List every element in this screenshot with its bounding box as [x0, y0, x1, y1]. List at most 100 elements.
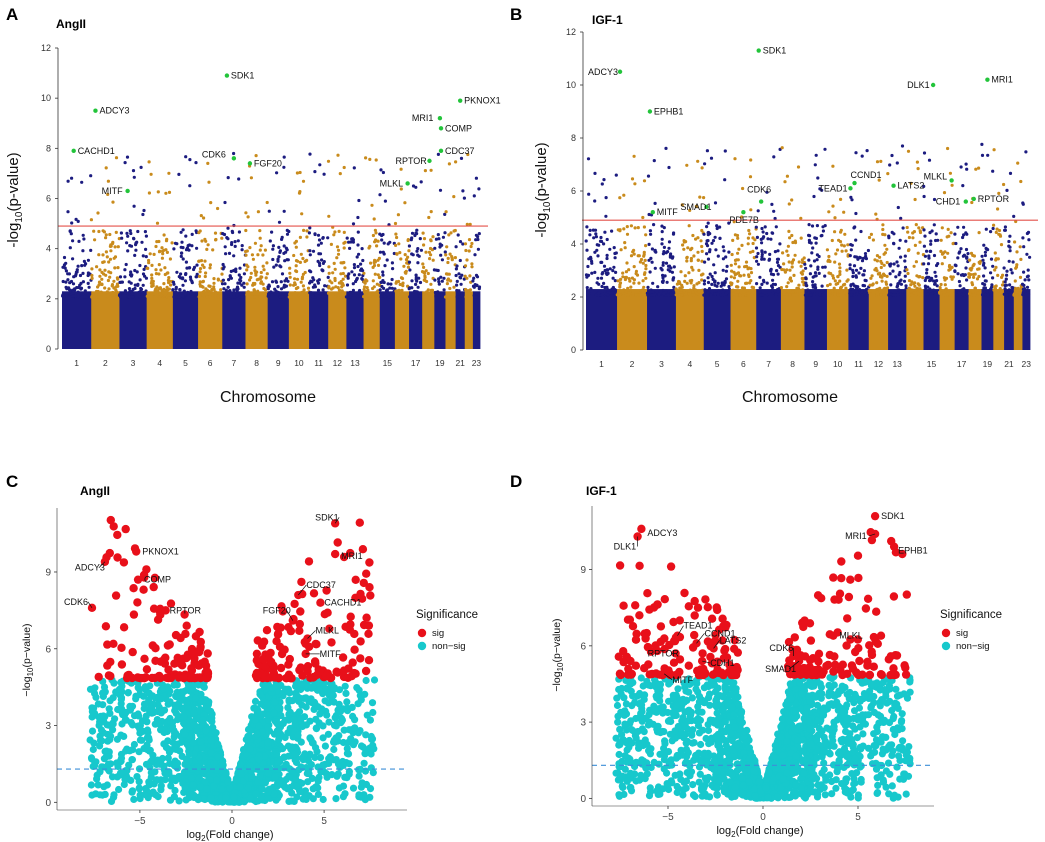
snp-point-chr12 [881, 223, 885, 227]
snp-point-chr2 [108, 244, 112, 248]
snp-point-chr7 [229, 294, 233, 298]
snp-point-chr6 [751, 290, 755, 294]
snp-point-chr13 [352, 273, 357, 277]
non-sig-point [297, 714, 305, 723]
snp-point-chr21 [1008, 283, 1012, 287]
snp-point-chr5 [187, 248, 191, 252]
snp-point-chr1 [86, 273, 90, 278]
snp-point-chr4 [159, 268, 163, 272]
snp-point-chr10 [293, 282, 297, 287]
snp-point-chr20 [447, 233, 451, 237]
snp-point-chr6 [203, 274, 207, 279]
snp-point-chr23 [1022, 270, 1026, 274]
snp-point-chr2 [116, 245, 120, 249]
snp-point-chr6 [208, 263, 212, 267]
snp-point-chr5 [702, 293, 706, 297]
non-sig-point [132, 695, 140, 703]
snp-outlier-chr3 [132, 204, 136, 208]
snp-outlier-chr3 [131, 169, 136, 173]
snp-point-chr3 [667, 264, 672, 268]
snp-point-chr7 [774, 292, 778, 297]
snp-point-chr18 [427, 292, 431, 296]
y-tick-label: 6 [571, 186, 576, 196]
snp-point-chr19 [441, 295, 445, 299]
snp-point-chr12 [336, 286, 340, 290]
snp-outlier-chr9 [282, 209, 286, 213]
snp-point-chr1 [594, 232, 598, 236]
snp-point-chr10 [301, 284, 305, 288]
snp-point-chr13 [350, 237, 354, 241]
snp-point-chr20 [993, 251, 997, 255]
non-sig-point [154, 793, 162, 801]
snp-point-chr4 [156, 289, 160, 293]
gene-label-adcy3: ADCY3 [99, 106, 129, 116]
snp-point-chr20 [446, 256, 450, 260]
snp-outlier-chr2 [101, 229, 105, 233]
snp-outlier-chr10 [300, 212, 304, 216]
x-tick-label: 3 [131, 358, 136, 368]
snp-outlier-chr5 [723, 178, 727, 182]
snp-point-chr14 [371, 292, 375, 296]
snp-outlier-chr8 [799, 216, 803, 220]
snp-point-chr6 [201, 285, 205, 289]
snp-point-chr2 [103, 268, 107, 272]
snp-point-chr17 [416, 285, 420, 289]
snp-point-chr2 [637, 293, 642, 297]
snp-point-chr5 [195, 272, 199, 276]
snp-point-chr11 [316, 294, 320, 298]
snp-point-chr2 [642, 225, 647, 229]
snp-point-chr13 [898, 238, 902, 242]
snp-point-chr19 [437, 280, 441, 284]
snp-point-chr22 [470, 241, 474, 246]
y-axis-title-tail: (p-value) [533, 142, 550, 201]
non-sig-point [248, 772, 256, 780]
snp-point-chr2 [114, 295, 118, 299]
chromosome-band-20 [992, 148, 1006, 350]
snp-point-chr18 [427, 250, 431, 254]
snp-outlier-chr2 [633, 182, 637, 186]
snp-point-chr5 [183, 292, 188, 296]
snp-point-chr7 [227, 289, 231, 294]
snp-point-chr4 [700, 259, 704, 263]
non-sig-point [102, 753, 110, 761]
snp-point-chr21 [1004, 277, 1008, 281]
snp-point-chr3 [129, 231, 133, 236]
snp-point-chr14 [374, 231, 378, 235]
gene-label-ephb1: EPHB1 [654, 107, 684, 117]
snp-point-chr1 [585, 286, 589, 290]
snp-point-chr1 [593, 250, 597, 254]
snp-point-chr7 [242, 272, 246, 276]
snp-point-chr8 [253, 282, 257, 286]
snp-point-chr16 [947, 265, 952, 269]
x-tick-label: 10 [833, 359, 843, 369]
snp-point-chr22 [1014, 265, 1019, 269]
snp-outlier-chr8 [265, 200, 269, 205]
chromosome-band-2 [615, 154, 648, 350]
snp-point-chr13 [895, 260, 899, 264]
snp-outlier-chr7 [772, 209, 776, 213]
snp-outlier-chr6 [749, 208, 753, 212]
snp-point-chr19 [436, 233, 440, 237]
snp-point-chr14 [375, 244, 379, 248]
snp-point-chr10 [300, 277, 304, 281]
chromosome-21-core [455, 291, 466, 349]
chromosome-band-7 [220, 151, 247, 349]
snp-point-chr4 [680, 283, 684, 287]
snp-point-chr8 [790, 261, 794, 265]
snp-point-chr12 [343, 266, 347, 270]
snp-point-chr19 [433, 246, 437, 250]
snp-point-chr12 [879, 259, 883, 263]
snp-point-chr5 [195, 246, 199, 250]
snp-point-chr9 [811, 280, 815, 284]
snp-point-chr15 [926, 262, 931, 266]
snp-point-chr4 [169, 283, 173, 287]
gene-point-sdk1 [224, 73, 230, 78]
snp-point-chr10 [837, 238, 841, 242]
snp-point-chr6 [747, 273, 751, 277]
snp-point-chr13 [888, 272, 892, 276]
snp-point-chr11 [310, 280, 314, 284]
snp-point-chr1 [72, 275, 76, 279]
snp-point-chr7 [775, 257, 780, 261]
chromosome-band-20 [443, 160, 458, 349]
snp-point-chr6 [204, 292, 208, 296]
